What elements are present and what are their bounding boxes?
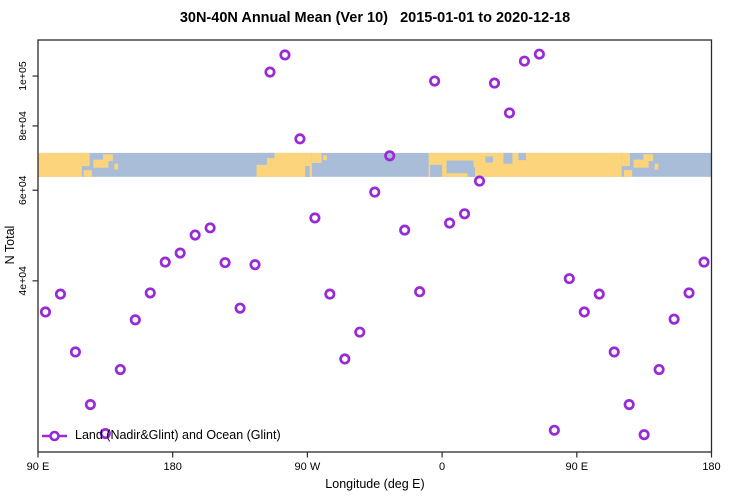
x-tick-label: 180 [702,461,720,473]
legend-circle-symbol [49,430,60,442]
x-axis-title: Longitude (deg E) [325,477,425,491]
ocean-segment [430,164,443,177]
data-point [189,229,201,241]
land-ocean-map-band [38,152,712,177]
y-axis-title: N Total [3,225,17,265]
data-point [533,48,545,60]
data-point [668,313,680,325]
data-point [249,259,261,271]
data-point [129,314,141,326]
data-point [294,133,306,145]
legend [42,430,67,442]
data-point [369,186,381,198]
data-point [384,150,396,162]
data-point [503,107,515,119]
land-segment [114,163,119,170]
data-point [339,353,351,365]
legend-label: Land (Nadir&Glint) and Ocean (Glint) [75,428,281,442]
data-point [99,428,111,440]
data-point [518,55,530,67]
y-tick-label: 1e+05 [17,61,29,91]
ocean-segment [518,152,526,161]
land-segment [311,152,322,163]
x-tick-label: 90 E [27,461,50,473]
land-segment [621,152,630,167]
land-segment [93,159,109,168]
land-segment [256,152,312,177]
x-tick-label: 90 E [565,461,588,473]
land-segment [428,152,622,177]
x-tick-label: 0 [439,461,445,473]
data-point [683,287,695,299]
data-point [578,306,590,318]
land-segment [654,163,659,170]
land-segment [83,170,92,177]
data-point [114,363,126,376]
ocean-segment [266,152,275,159]
data-point [548,424,560,436]
land-segment [623,170,633,177]
ocean-segment [503,152,513,164]
data-point [159,256,171,268]
data-point [309,212,321,224]
ocean-segment [446,160,474,174]
data-point [234,302,246,314]
data-point [414,286,426,298]
y-tick-label: 6e+04 [17,175,29,205]
land-segment [81,152,90,167]
land-segment [38,152,82,177]
data-point [444,217,456,229]
data-point [458,208,471,220]
data-point [279,49,291,61]
chart-title: 30N-40N Annual Mean (Ver 10) 2015-01-01 … [179,10,571,26]
y-tick-label: 4e+04 [17,266,29,296]
data-point [623,398,635,411]
land-segment [633,159,649,168]
data-point [608,346,620,358]
data-point [39,306,52,318]
land-segment [643,154,654,162]
data-point [204,222,216,234]
data-point [638,429,650,441]
land-segment [103,154,113,162]
data-point [219,257,231,269]
data-point [593,288,605,300]
ocean-segment [305,166,310,177]
data-point [563,273,575,285]
data-point [84,398,96,411]
data-point [698,256,710,268]
ocean-segment [485,156,493,163]
data-point [144,287,156,299]
data-point [488,77,501,89]
x-tick-label: 90 W [295,461,321,473]
data-point [354,326,366,338]
ocean-segment [467,167,476,177]
data-point [264,66,276,78]
data-points [39,48,710,441]
ocean-segment [256,152,267,165]
data-point [399,224,411,236]
data-point [69,346,81,358]
data-point [324,288,336,300]
axes: 90 E 180 90 W 0 90 E 180 4e+04 6e+04 8e+04 1e+05 [17,39,721,473]
data-point [653,363,665,376]
land-segment [323,155,327,161]
data-point [174,247,186,259]
x-tick-label: 180 [164,461,182,473]
data-point [429,75,441,87]
data-point [473,175,486,187]
plot-frame [37,39,713,453]
data-point [54,288,66,300]
y-tick-label: 8e+04 [17,111,29,141]
